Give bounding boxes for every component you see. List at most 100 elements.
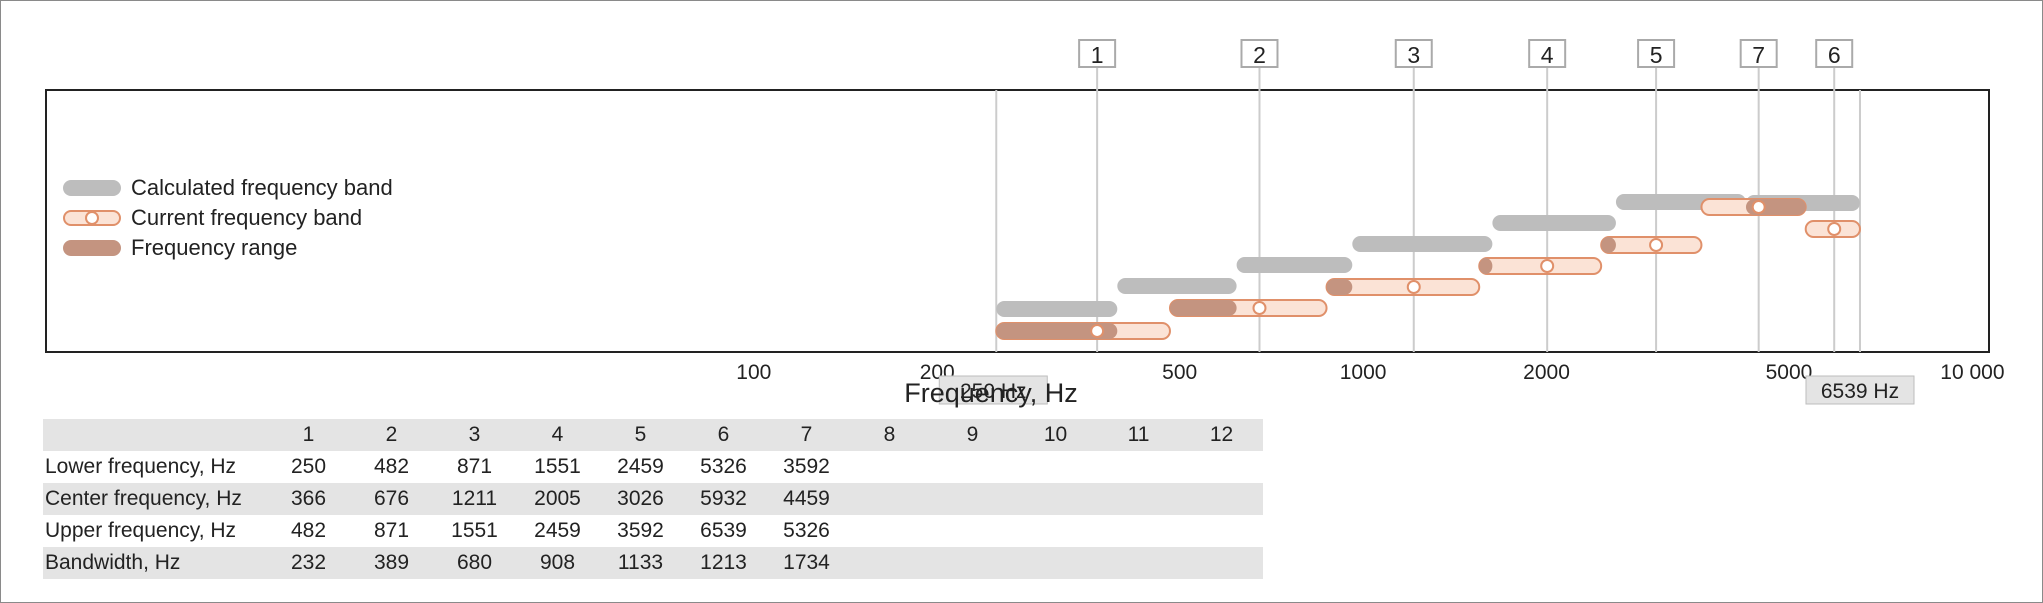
table-cell [1014, 547, 1097, 579]
table-cell [1014, 451, 1097, 483]
table-cell: 4459 [783, 487, 830, 510]
band-center-marker [1406, 280, 1421, 294]
table-cell [1014, 515, 1097, 547]
calculated-band-bar [1492, 215, 1616, 231]
column-header: 5 [634, 423, 647, 446]
band-number-label: 3 [1407, 42, 1420, 68]
table-body: Lower frequency, Hz 250 482 871 1551 2459 5326… [43, 451, 1263, 579]
frequency-band-plot: 1 2 3 4 5 67 100 200 500 1000 2000 5000 10 000 250 … [45, 39, 2005, 408]
table-cell: 5326 [700, 455, 747, 478]
band-number-box [1637, 39, 1676, 68]
table-cell [1180, 451, 1263, 483]
x-tick-label: 1000 [1340, 361, 1387, 384]
table-cell: 908 [539, 551, 576, 574]
table-row: Center frequency, Hz 366 676 1211 2005 3026 59… [43, 483, 1263, 515]
table-cell: 482 [373, 455, 410, 478]
table-cell: 1133 [617, 551, 664, 574]
table-cell [848, 451, 931, 483]
band-number-label: 4 [1541, 42, 1554, 68]
table-cell [1180, 547, 1263, 579]
range-marker-box [1805, 375, 1915, 405]
legend-item-calculated: Calculated frequency band [63, 173, 393, 203]
table-row: Lower frequency, Hz 250 482 871 1551 2459 5326… [43, 451, 1263, 483]
table-cell: 3592 [783, 455, 830, 478]
current-band-swatch [63, 208, 121, 228]
band-center-marker [1252, 301, 1267, 315]
calculated-band-bar [1352, 236, 1493, 252]
table-cell: 232 [290, 551, 327, 574]
table-cell: 3592 [617, 519, 664, 542]
table-cell: 680 [456, 551, 493, 574]
range-marker-box [938, 375, 1048, 405]
band-number-box [1394, 39, 1433, 68]
legend-label: Current frequency band [131, 205, 363, 230]
band-number-box [1739, 39, 1778, 68]
table-cell: 250 [290, 455, 327, 478]
column-header: 9 [966, 423, 979, 446]
x-tick-label: 2000 [1523, 361, 1570, 384]
table-cell [1097, 451, 1180, 483]
column-header: 10 [1043, 423, 1068, 446]
band-number-labels: 1 2 3 4 5 6 7 [1078, 39, 1854, 68]
table-row: Bandwidth, Hz 232 389 680 908 1133 1213 1734 [43, 547, 1263, 579]
column-header: 8 [883, 423, 896, 446]
legend-label: Frequency range [131, 235, 298, 260]
column-header: 6 [717, 423, 730, 446]
legend: Calculated frequency band Current freque… [63, 173, 393, 263]
x-axis-label: Frequency, Hz [904, 378, 1078, 408]
table-cell: 1551 [534, 455, 581, 478]
band-bars [995, 194, 1861, 340]
band-number-box [1815, 39, 1854, 68]
band-number-label: 6 [1828, 42, 1841, 68]
frequency-range-bar [1326, 279, 1353, 295]
table-cell [931, 451, 1014, 483]
table-cell [1097, 547, 1180, 579]
table-corner [43, 419, 267, 451]
frequency-range-bar [1169, 300, 1237, 316]
column-header: 7 [800, 423, 813, 446]
table-cell: 6539 [700, 519, 747, 542]
table-cell [848, 483, 931, 515]
table-cell [1180, 515, 1263, 547]
band-center-marker [1827, 222, 1842, 236]
row-label: Center frequency, Hz [45, 487, 242, 510]
calculated-band-bar [1117, 278, 1237, 294]
table-cell [931, 515, 1014, 547]
range-marker-label: 6539 Hz [1821, 380, 1899, 403]
range-marker-labels: 250 Hz 6539 Hz [938, 375, 1915, 405]
table-cell [1180, 483, 1263, 515]
row-label: Bandwidth, Hz [45, 551, 181, 574]
table-cell: 5326 [783, 519, 830, 542]
table-cell: 2459 [617, 455, 664, 478]
table-cell: 676 [373, 487, 410, 510]
band-center-marker [1751, 200, 1766, 214]
band-number-label: 1 [1091, 42, 1104, 68]
frequency-table: 1 2 3 4 5 6 7 8 9 10 11 12 Lower frequen… [43, 419, 1263, 579]
column-header: 4 [551, 423, 564, 446]
table-cell: 389 [373, 551, 410, 574]
calculated-band-bar [996, 301, 1118, 317]
frequency-range-bar [1479, 258, 1493, 274]
legend-item-range: Frequency range [63, 233, 393, 263]
table-cell: 1211 [451, 487, 498, 510]
frequency-range-bar [1601, 237, 1616, 253]
band-center-marker [1090, 324, 1105, 338]
legend-label: Calculated frequency band [131, 175, 393, 200]
column-header: 11 [1127, 423, 1150, 446]
table-cell [931, 483, 1014, 515]
table-cell [1014, 483, 1097, 515]
band-number-box [1078, 39, 1117, 68]
table-cell [848, 547, 931, 579]
x-tick-label: 500 [1162, 361, 1197, 384]
table-cell: 2005 [534, 487, 581, 510]
band-center-marker [1540, 259, 1555, 273]
table-cell: 482 [290, 519, 327, 542]
column-header: 12 [1209, 423, 1234, 446]
x-tick-label: 10 000 [1940, 361, 2004, 384]
band-number-label: 2 [1253, 42, 1266, 68]
table-row: Upper frequency, Hz 482 871 1551 2459 3592 653… [43, 515, 1263, 547]
table-cell: 366 [290, 487, 327, 510]
x-tick-label: 5000 [1766, 361, 1813, 384]
column-header: 2 [385, 423, 398, 446]
